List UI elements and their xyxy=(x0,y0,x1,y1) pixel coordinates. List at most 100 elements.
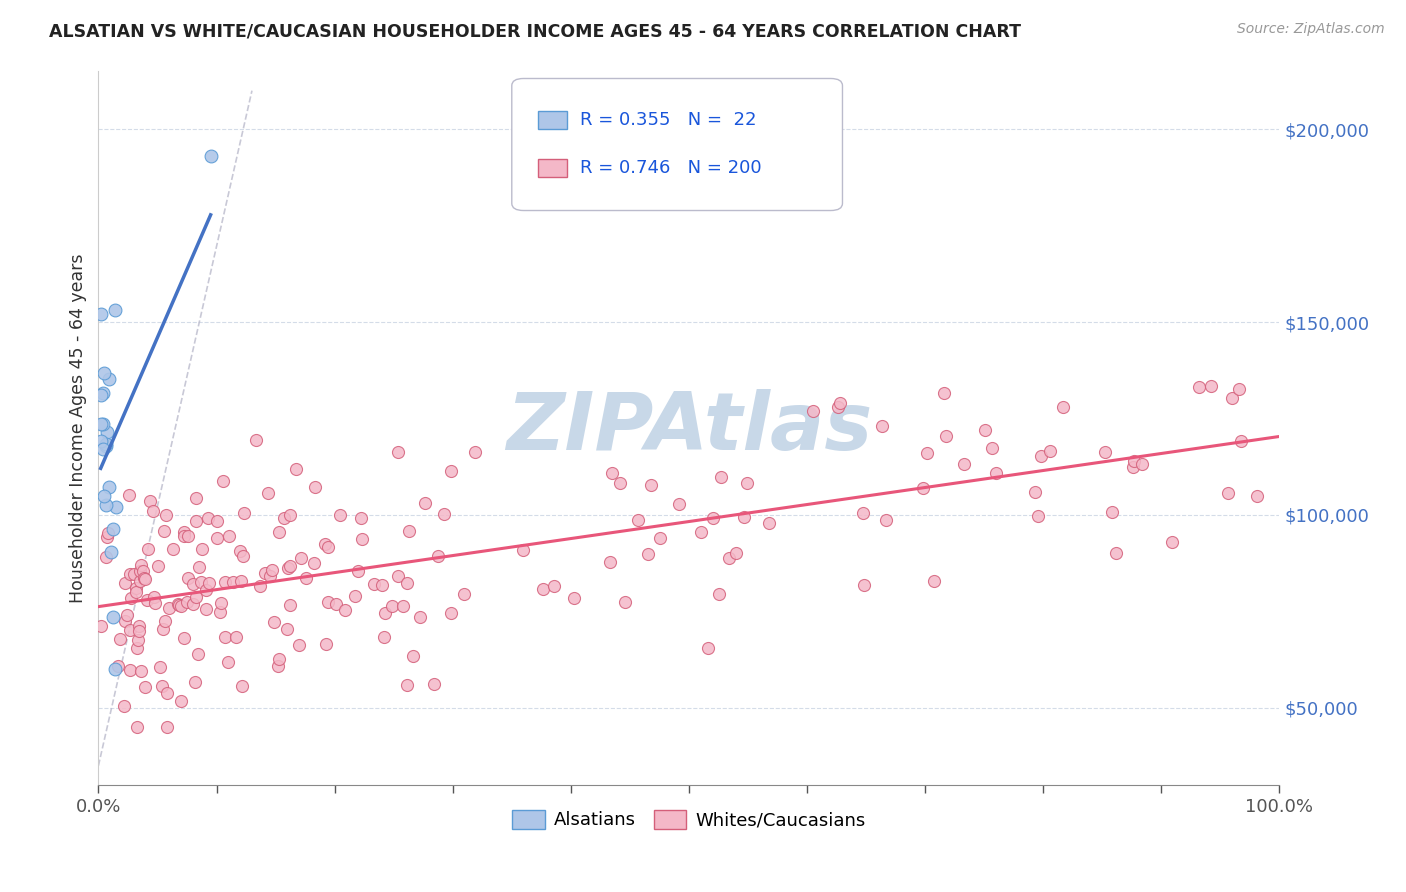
Point xyxy=(184,590,207,604)
Point xyxy=(128,564,150,578)
Point xyxy=(107,658,129,673)
Point xyxy=(101,610,124,624)
Point xyxy=(91,442,114,456)
Point xyxy=(231,679,253,693)
Point xyxy=(733,510,755,524)
Point xyxy=(142,504,165,518)
Point xyxy=(640,478,662,492)
Point xyxy=(915,446,938,460)
Point xyxy=(758,516,780,530)
Point xyxy=(136,541,159,556)
Point xyxy=(118,663,141,677)
Point xyxy=(186,491,208,505)
Point xyxy=(93,366,115,380)
Point xyxy=(96,498,118,512)
Point xyxy=(257,486,280,500)
Point xyxy=(118,488,141,502)
Point xyxy=(381,599,404,613)
Point xyxy=(463,444,485,458)
Point xyxy=(922,574,945,589)
Point xyxy=(304,480,326,494)
Point xyxy=(108,632,131,646)
Point xyxy=(131,564,153,578)
Point xyxy=(134,680,156,694)
Point xyxy=(395,678,418,692)
Point xyxy=(120,591,142,605)
Point xyxy=(197,575,219,590)
Point xyxy=(710,469,733,483)
Point xyxy=(127,632,149,647)
Point xyxy=(852,577,875,591)
Point xyxy=(173,524,195,539)
Point xyxy=(129,664,152,678)
Point xyxy=(325,597,347,611)
Point xyxy=(343,589,366,603)
Point xyxy=(374,606,396,620)
Point xyxy=(222,575,245,590)
Point xyxy=(114,615,136,629)
Point xyxy=(127,640,149,655)
Point xyxy=(440,606,463,620)
Point xyxy=(176,595,198,609)
Point xyxy=(1026,509,1049,524)
Point xyxy=(146,559,169,574)
Point xyxy=(131,558,153,573)
Point xyxy=(614,595,637,609)
Point xyxy=(170,694,193,708)
Point xyxy=(932,385,955,400)
Point xyxy=(697,641,720,656)
Point xyxy=(207,514,229,528)
Point xyxy=(94,549,117,564)
Point xyxy=(316,540,339,554)
Point xyxy=(114,698,136,713)
Point xyxy=(245,433,267,447)
Legend: Alsatians, Whites/Caucasians: Alsatians, Whites/Caucasians xyxy=(505,803,873,837)
Point xyxy=(90,619,112,633)
Point xyxy=(96,425,118,439)
Point xyxy=(316,595,339,609)
Point xyxy=(392,599,415,613)
Point xyxy=(314,537,336,551)
Point xyxy=(157,601,180,615)
Point xyxy=(609,476,631,491)
Point xyxy=(229,544,252,558)
Point xyxy=(974,423,997,437)
Point xyxy=(225,630,247,644)
Point xyxy=(128,574,150,589)
Point xyxy=(253,566,276,581)
Point xyxy=(1230,434,1253,449)
Point xyxy=(190,574,212,589)
Point xyxy=(139,493,162,508)
Point xyxy=(96,530,118,544)
Point xyxy=(285,462,308,476)
Point xyxy=(91,385,114,400)
Point xyxy=(194,583,217,598)
Point xyxy=(152,679,174,693)
Point xyxy=(718,551,741,566)
Point xyxy=(278,558,301,573)
Point xyxy=(267,651,290,665)
Point xyxy=(725,546,748,560)
Point xyxy=(128,624,150,639)
Point xyxy=(702,511,724,525)
Point xyxy=(828,396,851,410)
Point xyxy=(1227,382,1250,396)
Point xyxy=(387,445,409,459)
Point xyxy=(1188,380,1211,394)
Point xyxy=(197,511,219,525)
Point xyxy=(187,647,209,661)
Point xyxy=(122,567,145,582)
Point xyxy=(90,388,112,402)
Point xyxy=(90,307,112,321)
Text: R = 0.355   N =  22: R = 0.355 N = 22 xyxy=(581,111,756,128)
Point xyxy=(104,662,127,676)
Point xyxy=(90,434,112,448)
Point xyxy=(134,572,156,586)
Point xyxy=(1160,535,1182,549)
Point xyxy=(167,598,190,612)
Point xyxy=(155,614,177,628)
Point xyxy=(212,475,235,489)
FancyBboxPatch shape xyxy=(537,111,567,128)
Point xyxy=(350,532,373,546)
Point xyxy=(304,557,326,571)
